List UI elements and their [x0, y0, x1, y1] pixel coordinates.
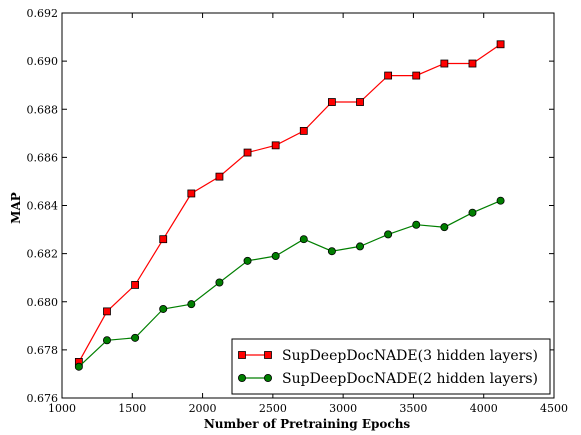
data-point: [327, 247, 336, 256]
data-point: [271, 252, 280, 261]
data-point: [384, 71, 393, 80]
series-line: [78, 200, 501, 368]
y-axis-label: MAP: [9, 192, 23, 224]
x-tick-label: 1000: [48, 402, 76, 415]
y-tick-label: 0.676: [27, 392, 59, 405]
data-point: [496, 196, 505, 205]
data-point: [299, 235, 308, 244]
data-point: [327, 98, 336, 106]
data-point: [412, 220, 421, 229]
legend-marker: [237, 373, 246, 382]
x-tick-label: 3000: [329, 402, 357, 415]
data-point: [468, 59, 477, 68]
y-tick-label: 0.688: [27, 103, 59, 116]
series-line: [78, 43, 501, 363]
series-layer: [74, 40, 505, 371]
axes-layer: 1000 1500 2000 2500 3000 3500 4000 4500 0.676 0.6…: [27, 7, 569, 415]
data-point: [243, 148, 252, 157]
legend-label: SupDeepDocNADE(2 hidden layers): [282, 371, 538, 387]
data-point: [271, 141, 280, 150]
x-tick-label: 3500: [399, 402, 427, 415]
data-point: [299, 127, 308, 135]
x-tick-label: 1500: [118, 402, 146, 415]
series-1: [74, 40, 505, 366]
y-tick-label: 0.692: [27, 7, 59, 20]
data-point: [131, 281, 139, 289]
series-2: [74, 196, 505, 371]
x-tick-label: 4000: [470, 402, 498, 415]
data-point: [159, 304, 168, 313]
data-point: [103, 307, 111, 316]
legend-marker: [263, 373, 272, 382]
data-point: [384, 230, 393, 239]
data-point: [440, 59, 449, 68]
x-tick-label: 4500: [540, 402, 568, 415]
data-point: [243, 256, 252, 265]
legend-box: [231, 338, 551, 395]
data-point: [74, 362, 83, 371]
data-point: [440, 223, 449, 232]
data-point: [131, 333, 140, 342]
data-point: [356, 98, 364, 106]
y-tick-label: 0.686: [27, 151, 59, 164]
y-tick-label: 0.682: [27, 248, 59, 261]
y-tick-label: 0.680: [27, 296, 59, 309]
data-point: [215, 172, 224, 181]
data-point: [187, 300, 196, 309]
data-point: [187, 189, 196, 198]
data-point: [356, 242, 365, 251]
data-point: [159, 235, 168, 244]
data-point: [102, 336, 111, 345]
legend-marker: [238, 351, 246, 359]
y-tick-label: 0.678: [27, 344, 59, 357]
data-point: [468, 208, 477, 217]
data-point: [412, 71, 421, 80]
y-tick-label: 0.684: [27, 200, 59, 213]
data-point: [496, 40, 505, 49]
x-axis-label: Number of Pretraining Epochs: [204, 417, 411, 431]
legend-label: SupDeepDocNADE(3 hidden layers): [282, 348, 538, 364]
y-tick-label: 0.690: [27, 55, 59, 68]
x-tick-label: 2500: [259, 402, 287, 415]
data-point: [215, 278, 224, 287]
legend-marker: [264, 351, 272, 359]
legend: SupDeepDocNADE(3 hidden layers) SupDeepDo…: [231, 338, 551, 395]
x-tick-label: 2000: [189, 402, 217, 415]
